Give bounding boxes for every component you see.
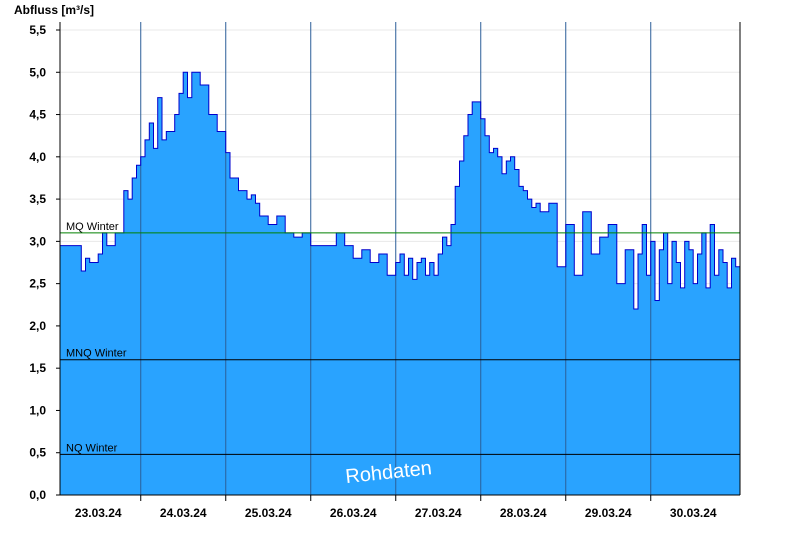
x-tick-label: 23.03.24 xyxy=(75,506,122,520)
y-axis-label: Abfluss [m³/s] xyxy=(14,3,94,17)
axes: 0,0 0,5 1,0 1,5 2,0 2,5 3,0 3,5 4,0 4,5 5,0 5,5 23.0… xyxy=(29,22,741,520)
reference-label: NQ Winter xyxy=(66,442,118,454)
y-tick-label: 5,0 xyxy=(29,65,46,79)
y-tick-label: 1,5 xyxy=(29,361,46,375)
y-tick-label: 2,5 xyxy=(29,277,46,291)
x-tick-label: 28.03.24 xyxy=(500,506,547,520)
y-tick-label: 3,0 xyxy=(29,234,46,248)
reference-label: MNQ Winter xyxy=(66,348,127,360)
x-tick-label: 27.03.24 xyxy=(415,506,462,520)
x-tick-label: 25.03.24 xyxy=(245,506,292,520)
y-tick-label: 5,5 xyxy=(29,23,46,37)
discharge-line xyxy=(60,71,741,310)
y-tick-label: 0,0 xyxy=(29,488,46,502)
x-tick-label: 24.03.24 xyxy=(160,506,207,520)
reference-label: MQ Winter xyxy=(66,221,119,233)
y-tick-label: 4,0 xyxy=(29,150,46,164)
y-tick-label: 0,5 xyxy=(29,446,46,460)
x-tick-label: 26.03.24 xyxy=(330,506,377,520)
day-gridlines xyxy=(140,22,652,495)
x-tick-label: 30.03.24 xyxy=(670,506,717,520)
y-tick-label: 4,5 xyxy=(29,108,46,122)
x-tick-label: 29.03.24 xyxy=(585,506,632,520)
y-tick-label: 3,5 xyxy=(29,192,46,206)
y-tick-label: 1,0 xyxy=(29,403,46,417)
y-tick-label: 2,0 xyxy=(29,319,46,333)
reference-lines: MQ Winter MNQ Winter NQ Winter xyxy=(60,221,740,455)
